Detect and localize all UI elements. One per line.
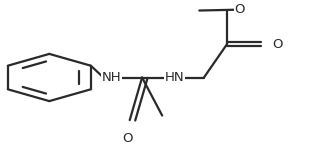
Text: O: O [272,38,283,51]
Text: NH: NH [101,71,121,84]
Text: O: O [122,132,133,145]
Text: O: O [234,3,245,16]
Text: HN: HN [165,71,184,84]
